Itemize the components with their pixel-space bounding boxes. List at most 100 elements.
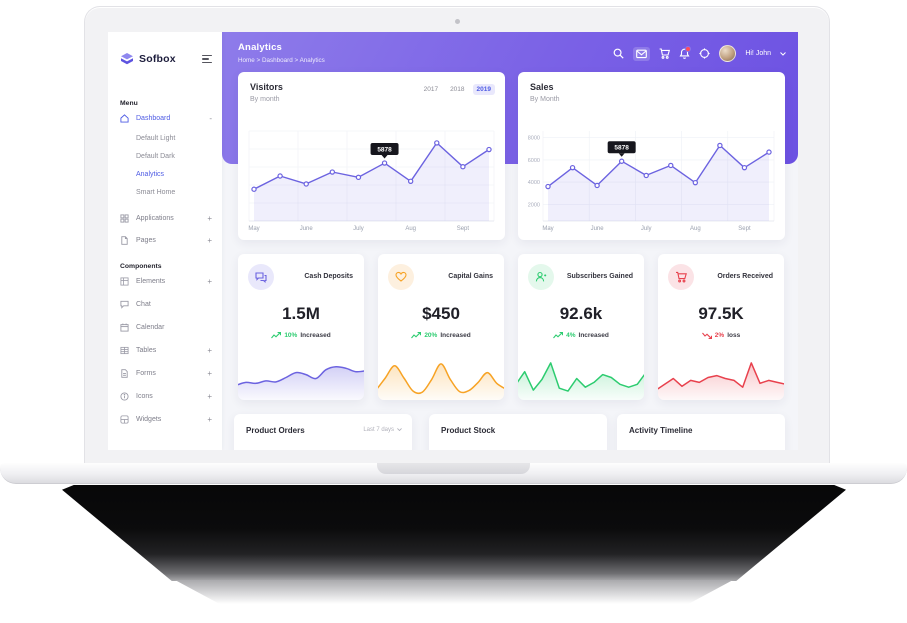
- user-avatar[interactable]: [719, 45, 737, 62]
- pages-icon: [120, 235, 129, 245]
- product-orders-card: Product Orders Last 7 days: [234, 414, 412, 450]
- date-range-value: Last 7 days: [363, 427, 394, 433]
- tables-icon: [120, 346, 129, 355]
- sidebar-item-analytics[interactable]: Analytics: [136, 170, 165, 178]
- fullscreen-icon[interactable]: [699, 48, 710, 59]
- sidebar-item-dashboard[interactable]: Dashboard -: [120, 107, 212, 129]
- trend-label: Increased: [440, 332, 471, 339]
- cart-icon[interactable]: [659, 48, 671, 59]
- sales-line-chart: 8000 6000 4000 2000 May June July Aug Sept 5878: [528, 131, 775, 232]
- stat-title: Capital Gains: [448, 273, 493, 280]
- tab-2018[interactable]: 2018: [450, 86, 465, 93]
- svg-text:Sept: Sept: [738, 226, 751, 232]
- stat-value: 92.6k: [559, 304, 603, 323]
- capital-gains-card: Capital Gains $450 20% Increased: [378, 254, 504, 400]
- trend-label: Increased: [578, 332, 609, 339]
- stat-value: 1.5M: [282, 304, 320, 323]
- bell-icon[interactable]: [679, 46, 692, 59]
- applications-icon: [120, 213, 129, 223]
- sidebar: Sofbox Menu Dashboard - Default Light De…: [108, 32, 222, 450]
- trend-label: loss: [727, 332, 741, 339]
- home-icon: [120, 113, 129, 123]
- svg-text:8000: 8000: [528, 136, 540, 142]
- svg-text:June: June: [300, 226, 314, 232]
- cash-deposits-card: Cash Deposits 1.5M 10% Increased: [238, 254, 364, 400]
- sidebar-item-widgets[interactable]: Widgets +: [120, 408, 212, 431]
- sidebar-item-default-light[interactable]: Default Light: [136, 134, 176, 142]
- activity-timeline-card: Activity Timeline: [617, 414, 785, 450]
- stat-value: 97.5K: [698, 304, 744, 323]
- breadcrumb: Home > Dashboard > Analytics: [238, 57, 325, 64]
- visitors-year-tabs: 2017 2018 2019: [420, 84, 495, 95]
- sidebar-item-pages[interactable]: Pages +: [120, 229, 212, 251]
- trend-up-icon: [271, 332, 282, 339]
- orders-received-card: Orders Received 97.5K 2% loss: [658, 254, 784, 400]
- capital-gains-sparkline: [378, 363, 504, 400]
- chat-icon: [120, 300, 129, 309]
- trend-row: 10% Increased: [238, 332, 364, 339]
- product-stock-title: Product Stock: [441, 426, 496, 435]
- svg-text:6000: 6000: [528, 158, 540, 164]
- trend-percent: 2%: [714, 332, 725, 339]
- mail-icon[interactable]: [633, 46, 651, 61]
- user-menu-label[interactable]: Hi! John: [745, 50, 771, 57]
- visitors-card-title: Visitors: [250, 82, 283, 92]
- trend-row: 2% loss: [658, 332, 784, 339]
- tab-2019[interactable]: 2019: [472, 84, 495, 95]
- trend-up-icon: [553, 332, 564, 339]
- date-range-dropdown[interactable]: Last 7 days: [363, 427, 402, 433]
- sidebar-item-forms[interactable]: Forms +: [120, 362, 212, 385]
- sidebar-item-applications[interactable]: Applications +: [120, 207, 212, 229]
- icons-icon: [120, 392, 129, 401]
- page-title: Analytics: [238, 42, 283, 53]
- header-icon-bar: Hi! John: [613, 45, 786, 62]
- trend-row: 20% Increased: [378, 332, 504, 339]
- tab-2017[interactable]: 2017: [423, 86, 439, 93]
- expand-indicator: +: [207, 213, 212, 223]
- laptop-base-notch: [377, 463, 530, 474]
- sidebar-toggle-icon[interactable]: [202, 54, 212, 64]
- stat-title: Subscribers Gained: [566, 273, 633, 280]
- visitors-card-subtitle: By month: [250, 96, 280, 103]
- laptop-shadow-fade: [175, 580, 733, 604]
- sidebar-item-tables[interactable]: Tables +: [120, 339, 212, 362]
- trend-percent: 20%: [424, 332, 438, 339]
- cash-deposits-sparkline: [238, 366, 364, 400]
- sidebar-item-elements[interactable]: Elements +: [120, 270, 212, 293]
- search-icon[interactable]: [613, 48, 624, 59]
- stat-title: Orders Received: [717, 273, 773, 280]
- sales-card-title: Sales: [530, 82, 554, 92]
- menu-section-label: Menu: [120, 100, 138, 107]
- user-icon: [528, 264, 554, 290]
- expand-indicator: +: [207, 235, 212, 245]
- visitors-line-chart: May June July Aug Sept 5878: [248, 130, 495, 232]
- sidebar-item-smart-home[interactable]: Smart Home: [136, 188, 176, 196]
- trend-percent: 10%: [284, 332, 298, 339]
- subscribers-gained-sparkline: [518, 362, 644, 400]
- chevron-down-icon[interactable]: [780, 51, 786, 56]
- visitors-card: Visitors By month 2017 2018 2019 May June…: [238, 72, 505, 240]
- svg-text:5878: 5878: [614, 145, 629, 152]
- product-stock-card: Product Stock: [429, 414, 607, 450]
- sales-card-subtitle: By Month: [530, 96, 560, 103]
- messages-icon: [248, 264, 274, 290]
- trend-row: 4% Increased: [518, 332, 644, 339]
- sofbox-logo-icon: [121, 53, 133, 65]
- logo[interactable]: Sofbox: [108, 32, 222, 76]
- svg-text:5878: 5878: [377, 147, 392, 154]
- collapse-indicator: -: [209, 113, 212, 123]
- trend-label: Increased: [300, 332, 331, 339]
- sidebar-item-calendar[interactable]: Calendar: [120, 316, 212, 339]
- notification-badge: [685, 46, 692, 52]
- laptop-screen: Analytics Home > Dashboard > Analytics H…: [108, 32, 798, 450]
- svg-text:July: July: [641, 226, 652, 232]
- trend-down-icon: [701, 332, 712, 339]
- svg-text:May: May: [542, 226, 553, 232]
- sidebar-item-chat[interactable]: Chat: [120, 293, 212, 316]
- sidebar-item-icons[interactable]: Icons +: [120, 385, 212, 408]
- svg-text:Aug: Aug: [690, 226, 701, 232]
- subscribers-gained-card: Subscribers Gained 92.6k 4% Increased: [518, 254, 644, 400]
- sidebar-item-default-dark[interactable]: Default Dark: [136, 152, 175, 160]
- cart-icon: [668, 264, 694, 290]
- svg-text:2000: 2000: [528, 202, 540, 208]
